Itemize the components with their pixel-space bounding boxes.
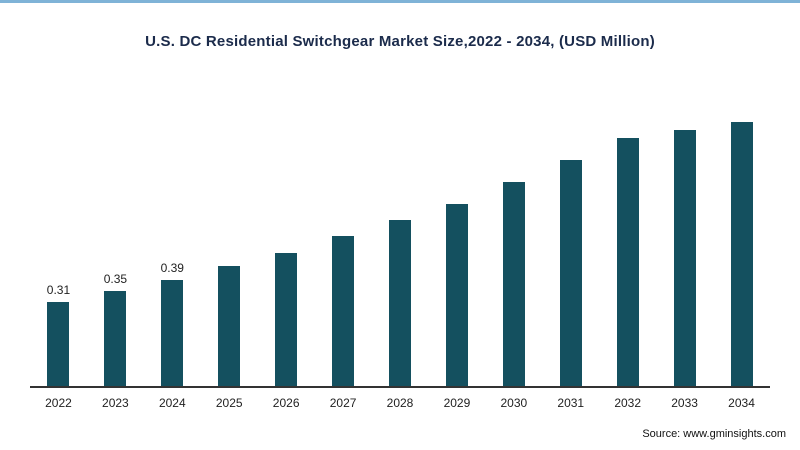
x-axis-label: 2027 bbox=[329, 396, 357, 410]
bar-column bbox=[201, 247, 258, 386]
bar-value-label: 0.31 bbox=[46, 283, 71, 297]
chart-title: U.S. DC Residential Switchgear Market Si… bbox=[145, 33, 655, 50]
bar bbox=[616, 138, 639, 386]
bar-column bbox=[315, 217, 372, 386]
top-accent-line bbox=[0, 0, 800, 3]
bar bbox=[559, 160, 582, 386]
bar bbox=[673, 130, 696, 386]
bar-column bbox=[599, 119, 656, 386]
bar bbox=[275, 253, 298, 386]
bar-column bbox=[542, 141, 599, 386]
bar-value-label: 0.35 bbox=[103, 272, 128, 286]
bar bbox=[730, 122, 753, 386]
bar bbox=[104, 291, 127, 386]
bar bbox=[332, 236, 355, 386]
bar-chart-container: 0.31 0.35 0.39 2022 2023 2024 2025 2026 2027 202… bbox=[30, 68, 770, 410]
bar-column: 0.39 bbox=[144, 261, 201, 386]
bar bbox=[218, 266, 241, 386]
x-axis-label: 2031 bbox=[557, 396, 585, 410]
bar-column: 0.35 bbox=[87, 272, 144, 386]
x-axis-label: 2034 bbox=[728, 396, 755, 410]
bar-value-label: 0.39 bbox=[160, 261, 184, 275]
x-axis-label: 2022 bbox=[45, 396, 72, 410]
x-axis-label: 2025 bbox=[215, 396, 243, 410]
x-axis-label: 2030 bbox=[500, 396, 528, 410]
x-axis-label: 2033 bbox=[671, 396, 698, 410]
bar-column bbox=[258, 234, 315, 386]
bar-column bbox=[428, 185, 485, 386]
bar bbox=[388, 220, 411, 386]
x-axis: 2022 2023 2024 2025 2026 2027 2028 2029 2030 2031… bbox=[30, 396, 770, 410]
x-axis-label: 2029 bbox=[443, 396, 471, 410]
x-axis-label: 2026 bbox=[272, 396, 300, 410]
bar-column bbox=[372, 201, 429, 386]
bar bbox=[445, 204, 468, 386]
x-axis-label: 2028 bbox=[386, 396, 414, 410]
source-text: Source: www.gminsights.com bbox=[642, 428, 786, 440]
bar-column bbox=[485, 163, 542, 386]
bar bbox=[502, 182, 525, 386]
bar-column bbox=[656, 111, 713, 386]
x-axis-label: 2032 bbox=[614, 396, 642, 410]
bar-column bbox=[713, 103, 770, 386]
x-axis-label: 2023 bbox=[102, 396, 129, 410]
bar bbox=[161, 280, 184, 386]
bar-chart: 0.31 0.35 0.39 bbox=[30, 68, 770, 388]
bar bbox=[47, 302, 70, 386]
x-axis-label: 2024 bbox=[158, 396, 186, 410]
bar-column: 0.31 bbox=[30, 283, 87, 386]
